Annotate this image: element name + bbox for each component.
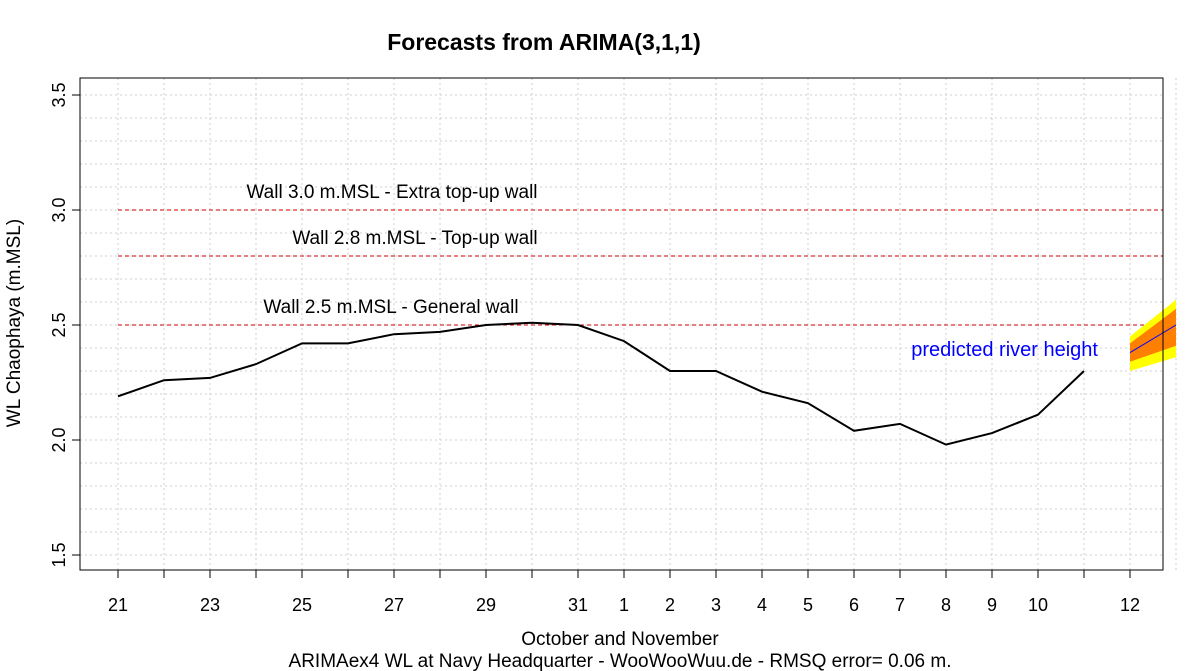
grid-lines	[80, 78, 1177, 570]
chart-title: Forecasts from ARIMA(3,1,1)	[387, 29, 701, 55]
x-axis: 21 23 25 27 29 31 1 2 3 4 5 6 7 8 9 10 12	[108, 569, 1140, 615]
x-tick-label: 12	[1120, 595, 1140, 615]
threshold-label: Wall 2.8 m.MSL - Top-up wall	[292, 228, 537, 249]
x-tick-label: 7	[895, 595, 905, 615]
x-tick-label: 31	[568, 595, 588, 615]
x-tick-label: 23	[200, 595, 220, 615]
x-tick-label: 4	[757, 595, 767, 615]
y-tick-label: 1.5	[49, 542, 69, 567]
threshold-label: Wall 3.0 m.MSL - Extra top-up wall	[246, 182, 537, 203]
y-axis-label: WL Chaophaya (m.MSL)	[4, 219, 25, 427]
x-tick-label: 1	[619, 595, 629, 615]
x-tick-label: 25	[292, 595, 312, 615]
plot-frame	[79, 77, 1164, 571]
series-layer	[117, 321, 1085, 446]
x-tick-label: 5	[803, 595, 813, 615]
y-axis: 1.5 2.0 2.5 3.0 3.5	[49, 82, 81, 568]
threshold-label: Wall 2.5 m.MSL - General wall	[263, 297, 518, 318]
forecast-band	[1129, 299, 1177, 371]
threshold-lines: Wall 3.0 m.MSL - Extra top-up wall Wall 2…	[118, 182, 1163, 326]
y-tick-label: 3.0	[49, 197, 69, 222]
x-tick-label: 10	[1028, 595, 1048, 615]
series-line	[117, 321, 1085, 446]
x-tick-label: 27	[384, 595, 404, 615]
x-tick-label: 9	[987, 595, 997, 615]
x-axis-label: October and November	[521, 629, 719, 650]
x-tick-label: 8	[941, 595, 951, 615]
y-tick-label: 2.5	[49, 312, 69, 337]
forecast-mean-line	[1129, 324, 1177, 354]
y-tick-label: 3.5	[49, 82, 69, 107]
chart-footer: ARIMAex4 WL at Navy Headquarter - WooWoo…	[289, 651, 952, 671]
forecast-band-80	[1130, 308, 1176, 362]
x-tick-label: 29	[476, 595, 496, 615]
x-tick-label: 6	[849, 595, 859, 615]
x-tick-label: 21	[108, 595, 128, 615]
x-tick-label: 2	[665, 595, 675, 615]
x-tick-label: 3	[711, 595, 721, 615]
y-tick-label: 2.0	[49, 427, 69, 452]
forecast-annotation: predicted river height	[911, 339, 1098, 361]
